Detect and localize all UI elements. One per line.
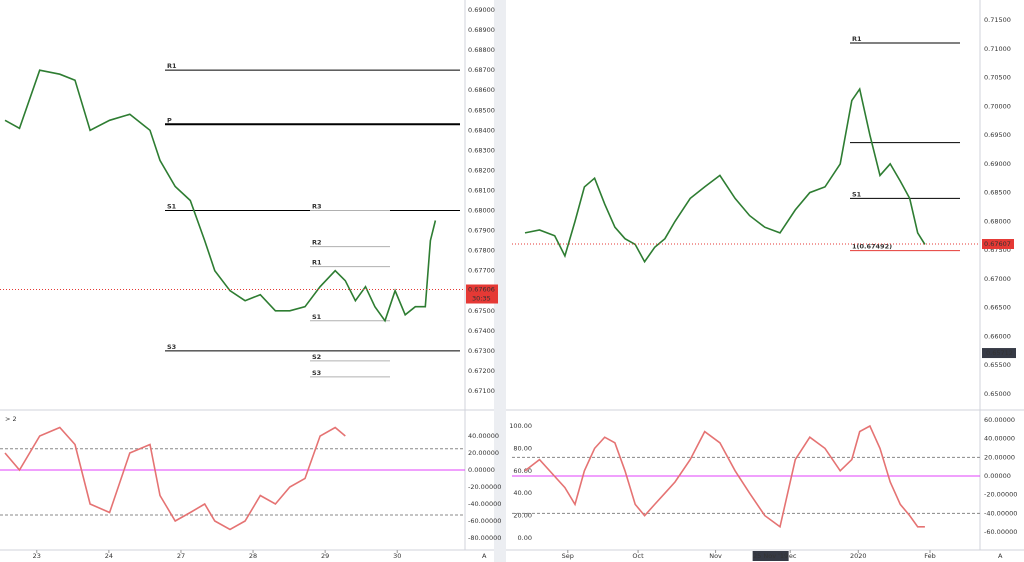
- y-tick-label: 0.68200: [468, 166, 495, 174]
- x-tick-label: Sep: [562, 552, 574, 560]
- x-tick-label: 28: [249, 552, 257, 560]
- price-line: [4, 69, 437, 323]
- crosshair-box: [752, 551, 789, 561]
- level-label: R3: [312, 203, 322, 211]
- y-tick-label: 0.68500: [468, 106, 495, 114]
- y-tick-label: 20.00000: [468, 449, 499, 457]
- y-tick-label: 0.67100: [468, 387, 495, 395]
- y-tick-label: 0.69000: [984, 160, 1011, 168]
- y-tick-label: 100.00: [509, 422, 532, 430]
- x-tick-label: 2020: [850, 552, 867, 560]
- y-tick-label: 0.68100: [468, 186, 495, 194]
- y-tick-label: -60.00000: [468, 517, 501, 525]
- current-price-box: [466, 284, 498, 304]
- level-label: S1: [852, 190, 862, 198]
- marker-price-label: 0.65712: [986, 349, 1013, 357]
- y-tick-label: 0.71000: [984, 45, 1011, 53]
- level-label: S3: [312, 369, 321, 377]
- y2-tick-label: 20.00000: [984, 453, 1015, 461]
- y-tick-label: -80.00000: [468, 534, 501, 542]
- panel-label: > 2: [5, 415, 17, 423]
- y-tick-label: 0.68500: [984, 189, 1011, 197]
- y-tick-label: 0.67500: [468, 307, 495, 315]
- y2-tick-label: -60.00000: [984, 528, 1017, 536]
- y-tick-label: 0.67400: [468, 327, 495, 335]
- x-tick-label: Feb: [924, 552, 936, 560]
- current-price-label: 0.67607: [984, 240, 1011, 248]
- y2-tick-label: 0.00000: [984, 472, 1011, 480]
- level-label: 1(0.67492): [852, 243, 892, 251]
- y-tick-label: 60.00: [513, 467, 532, 475]
- y-tick-label: 0.67300: [468, 347, 495, 355]
- y-tick-label: 0.70500: [984, 74, 1011, 82]
- y-tick-label: 0.67800: [468, 247, 495, 255]
- y-tick-label: 40.00000: [468, 432, 499, 440]
- y-tick-label: 80.00: [513, 444, 532, 452]
- axis-button[interactable]: A: [482, 552, 487, 560]
- y-tick-label: 0.69500: [984, 131, 1011, 139]
- level-label: S1: [167, 203, 177, 211]
- level-label: R2: [312, 239, 322, 247]
- y-tick-label: 0.68600: [468, 86, 495, 94]
- y2-tick-label: -20.00000: [984, 491, 1017, 499]
- x-tick-label: 30: [393, 552, 401, 560]
- y2-tick-label: 40.00000: [984, 435, 1015, 443]
- x-tick-label: 24: [105, 552, 113, 560]
- y-tick-label: 40.00: [513, 489, 532, 497]
- y-tick-label: 0.67900: [468, 227, 495, 235]
- price-line: [524, 424, 925, 529]
- axis-button[interactable]: A: [998, 552, 1003, 560]
- y-tick-label: 0.65500: [984, 361, 1011, 369]
- y-tick-label: 0.68300: [468, 146, 495, 154]
- y2-tick-label: 60.00000: [984, 416, 1015, 424]
- x-tick-label: Nov: [709, 552, 722, 560]
- level-label: R1: [167, 62, 177, 70]
- price-line: [4, 426, 346, 531]
- y-tick-label: 0.68900: [468, 26, 495, 34]
- level-label: S2: [312, 353, 321, 361]
- x-tick-label: 27: [177, 552, 185, 560]
- y-tick-label: -20.00000: [468, 483, 501, 491]
- level-label: S3: [167, 343, 176, 351]
- crosshair-label: 25 Nov '19: [753, 552, 788, 560]
- y-tick-label: 20.00: [513, 512, 532, 520]
- level-label: R1: [852, 35, 862, 43]
- price-line: [524, 87, 926, 264]
- y-tick-label: 0.67000: [984, 275, 1011, 283]
- countdown: 30:35: [472, 295, 491, 303]
- y-tick-label: 0.70000: [984, 102, 1011, 110]
- y-tick-label: 0.66000: [984, 332, 1011, 340]
- y-tick-label: 0.68000: [468, 207, 495, 215]
- y-tick-label: 0.67200: [468, 367, 495, 375]
- x-tick-label: Dec: [784, 552, 797, 560]
- y-tick-label: 0.68800: [468, 46, 495, 54]
- x-tick-label: 23: [33, 552, 41, 560]
- y-tick-label: 0.68400: [468, 126, 495, 134]
- divider: [494, 0, 506, 562]
- current-price-label: 0.67606: [468, 286, 495, 294]
- x-tick-label: Oct: [632, 552, 644, 560]
- y-tick-label: 0.68700: [468, 66, 495, 74]
- level-label: S1: [312, 313, 322, 321]
- y-tick-label: -40.00000: [468, 500, 501, 508]
- y-tick-label: 0.00: [518, 534, 532, 542]
- level-label: P: [167, 116, 172, 124]
- y-tick-label: 0.71500: [984, 16, 1011, 24]
- y-tick-label: 0.68000: [984, 217, 1011, 225]
- level-label: R1: [312, 259, 322, 267]
- y-tick-label: 0.67700: [468, 267, 495, 275]
- marker-price-box: [982, 348, 1016, 359]
- x-tick-label: 29: [321, 552, 329, 560]
- y2-tick-label: -40.00000: [984, 509, 1017, 517]
- y-tick-label: 0.67500: [984, 246, 1011, 254]
- current-price-box: [982, 239, 1014, 250]
- y-tick-label: 0.66500: [984, 304, 1011, 312]
- y-tick-label: 0.00000: [468, 466, 495, 474]
- y-tick-label: 0.65000: [984, 390, 1011, 398]
- y-tick-label: 0.69000: [468, 6, 495, 14]
